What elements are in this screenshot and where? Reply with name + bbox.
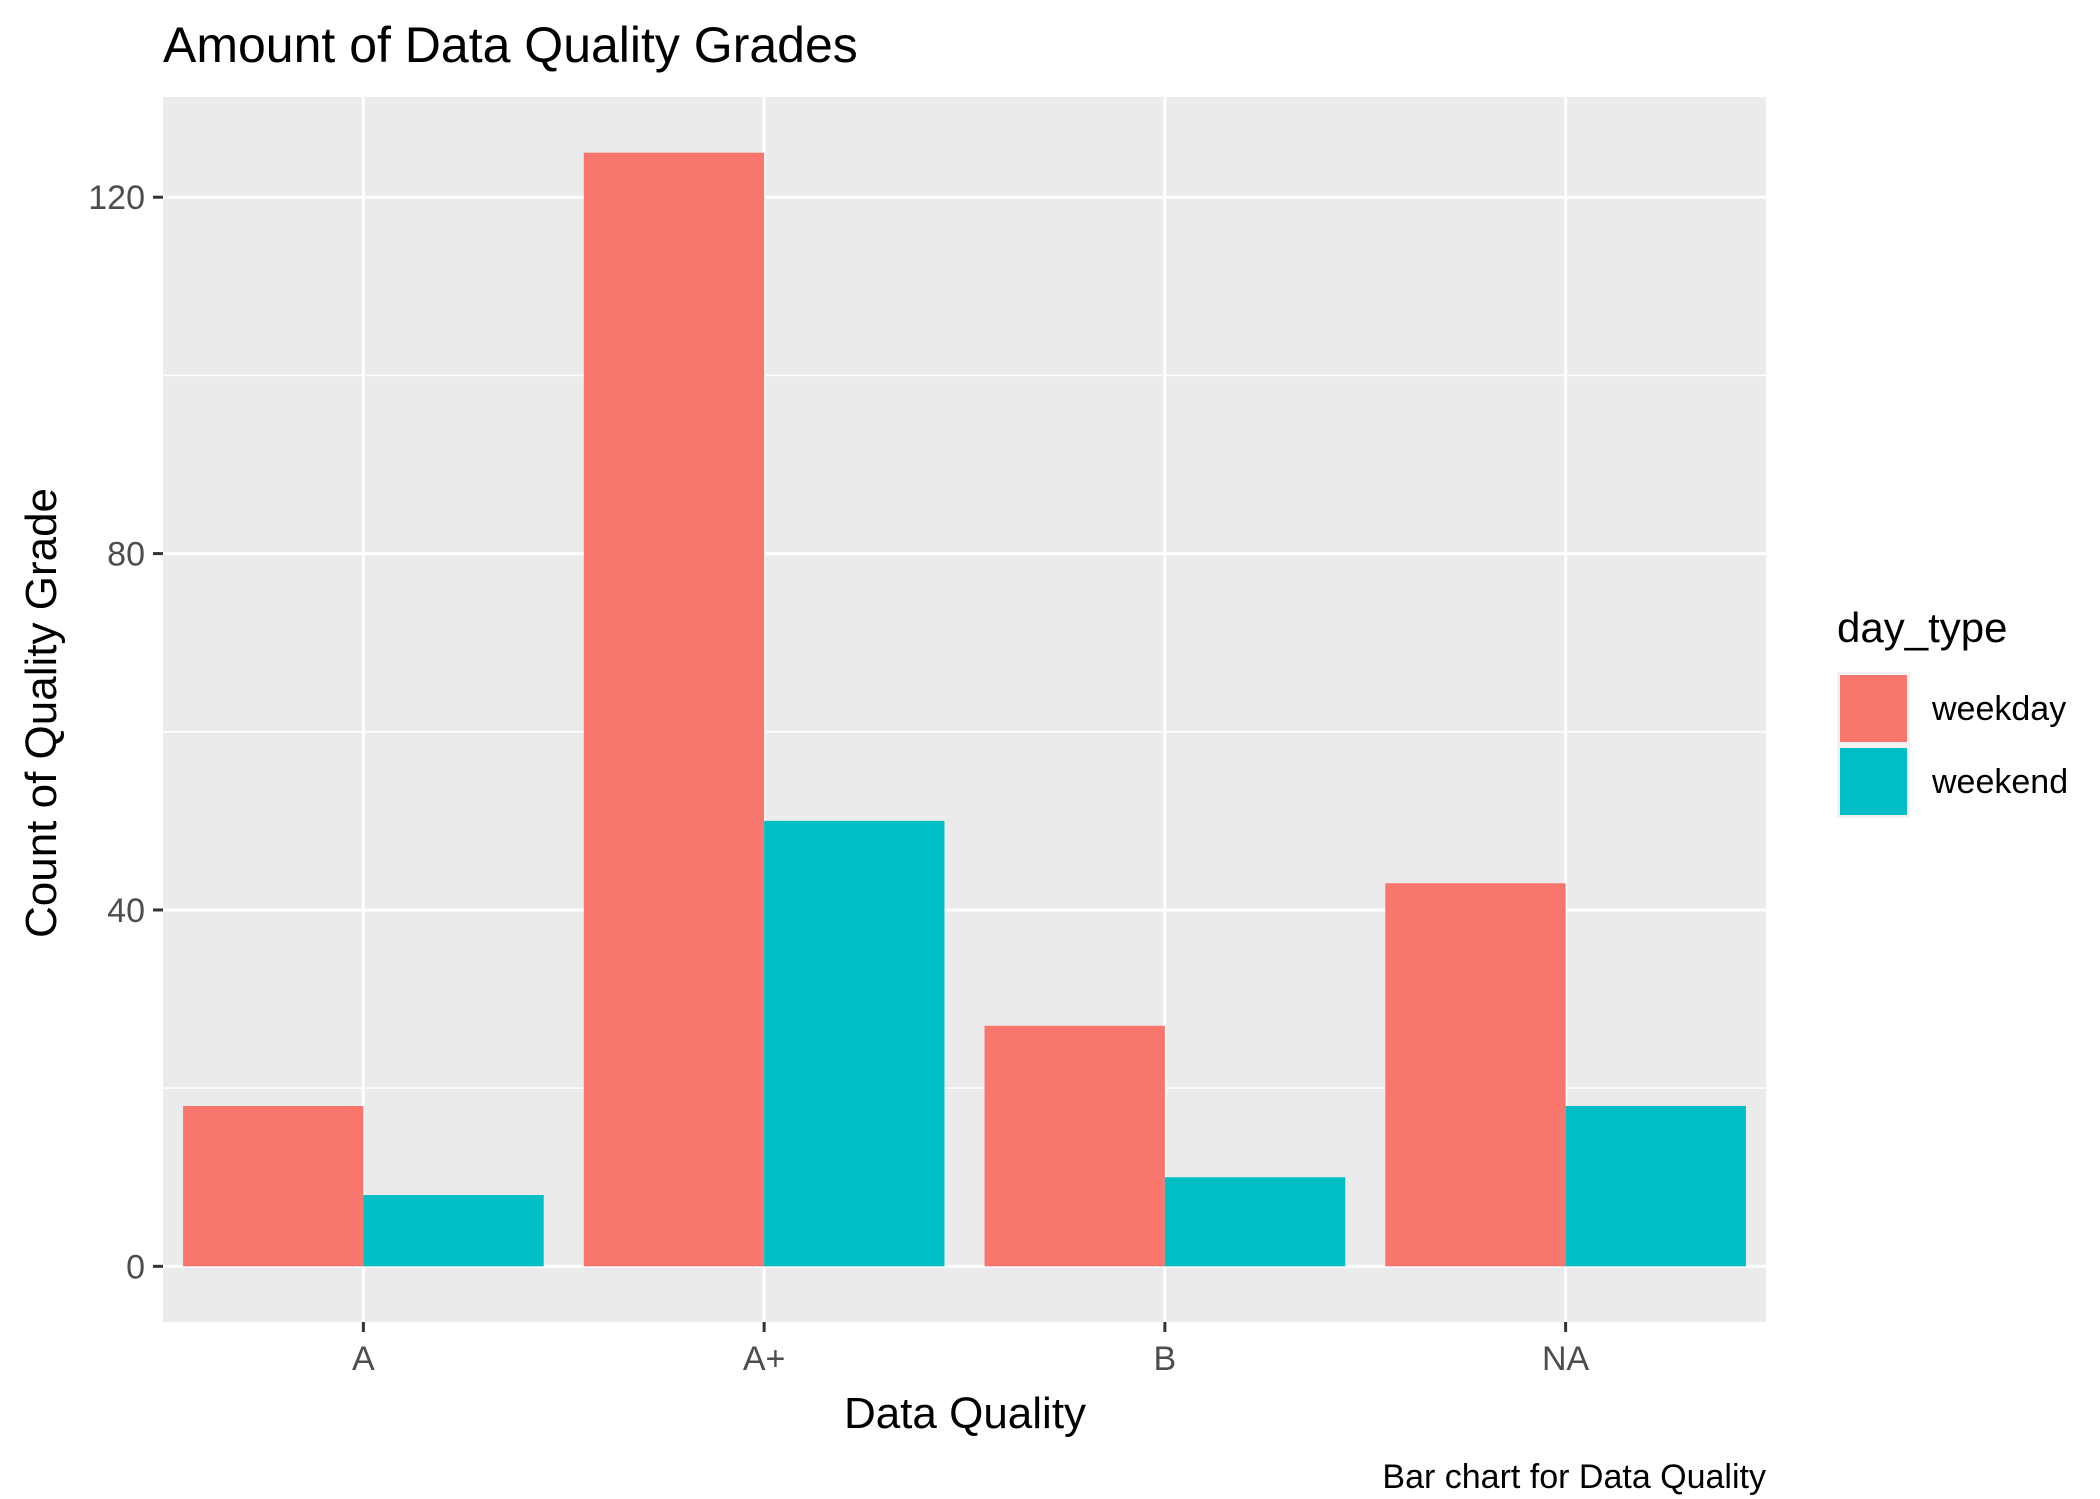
x-tick-label: NA xyxy=(1542,1340,1590,1378)
x-axis: A A+ B NA xyxy=(352,1322,1590,1378)
bar-weekday-A xyxy=(183,1105,364,1267)
legend-label-weekend: weekend xyxy=(1931,763,2068,801)
bar-weekday-NA xyxy=(1385,883,1566,1267)
legend: day_type weekday weekend xyxy=(1837,604,2068,818)
y-tick-label: 40 xyxy=(107,892,145,930)
bar-weekend-A+ xyxy=(764,820,945,1267)
y-tick-label: 80 xyxy=(107,536,145,574)
legend-swatch-weekday xyxy=(1840,675,1907,742)
bar-weekend-B xyxy=(1164,1177,1346,1267)
bars xyxy=(183,152,1746,1267)
y-tick-label: 0 xyxy=(126,1248,145,1286)
y-axis-title: Count of Quality Grade xyxy=(17,488,66,938)
legend-title: day_type xyxy=(1837,604,2007,651)
bar-weekday-A+ xyxy=(583,152,765,1267)
x-axis-title: Data Quality xyxy=(844,1389,1086,1438)
legend-label-weekday: weekday xyxy=(1931,690,2066,728)
x-tick-label: A xyxy=(352,1340,375,1378)
bar-weekday-B xyxy=(984,1025,1165,1267)
y-axis: 0 40 80 120 xyxy=(88,179,163,1286)
bar-weekend-NA xyxy=(1565,1105,1746,1267)
legend-swatch-weekend xyxy=(1840,748,1907,815)
chart-caption: Bar chart for Data Quality xyxy=(1382,1458,1766,1496)
x-tick-label: B xyxy=(1154,1340,1177,1378)
chart-title: Amount of Data Quality Grades xyxy=(163,17,858,73)
y-tick-label: 120 xyxy=(88,179,145,217)
bar-weekend-A xyxy=(363,1195,544,1267)
x-tick-label: A+ xyxy=(743,1340,786,1378)
